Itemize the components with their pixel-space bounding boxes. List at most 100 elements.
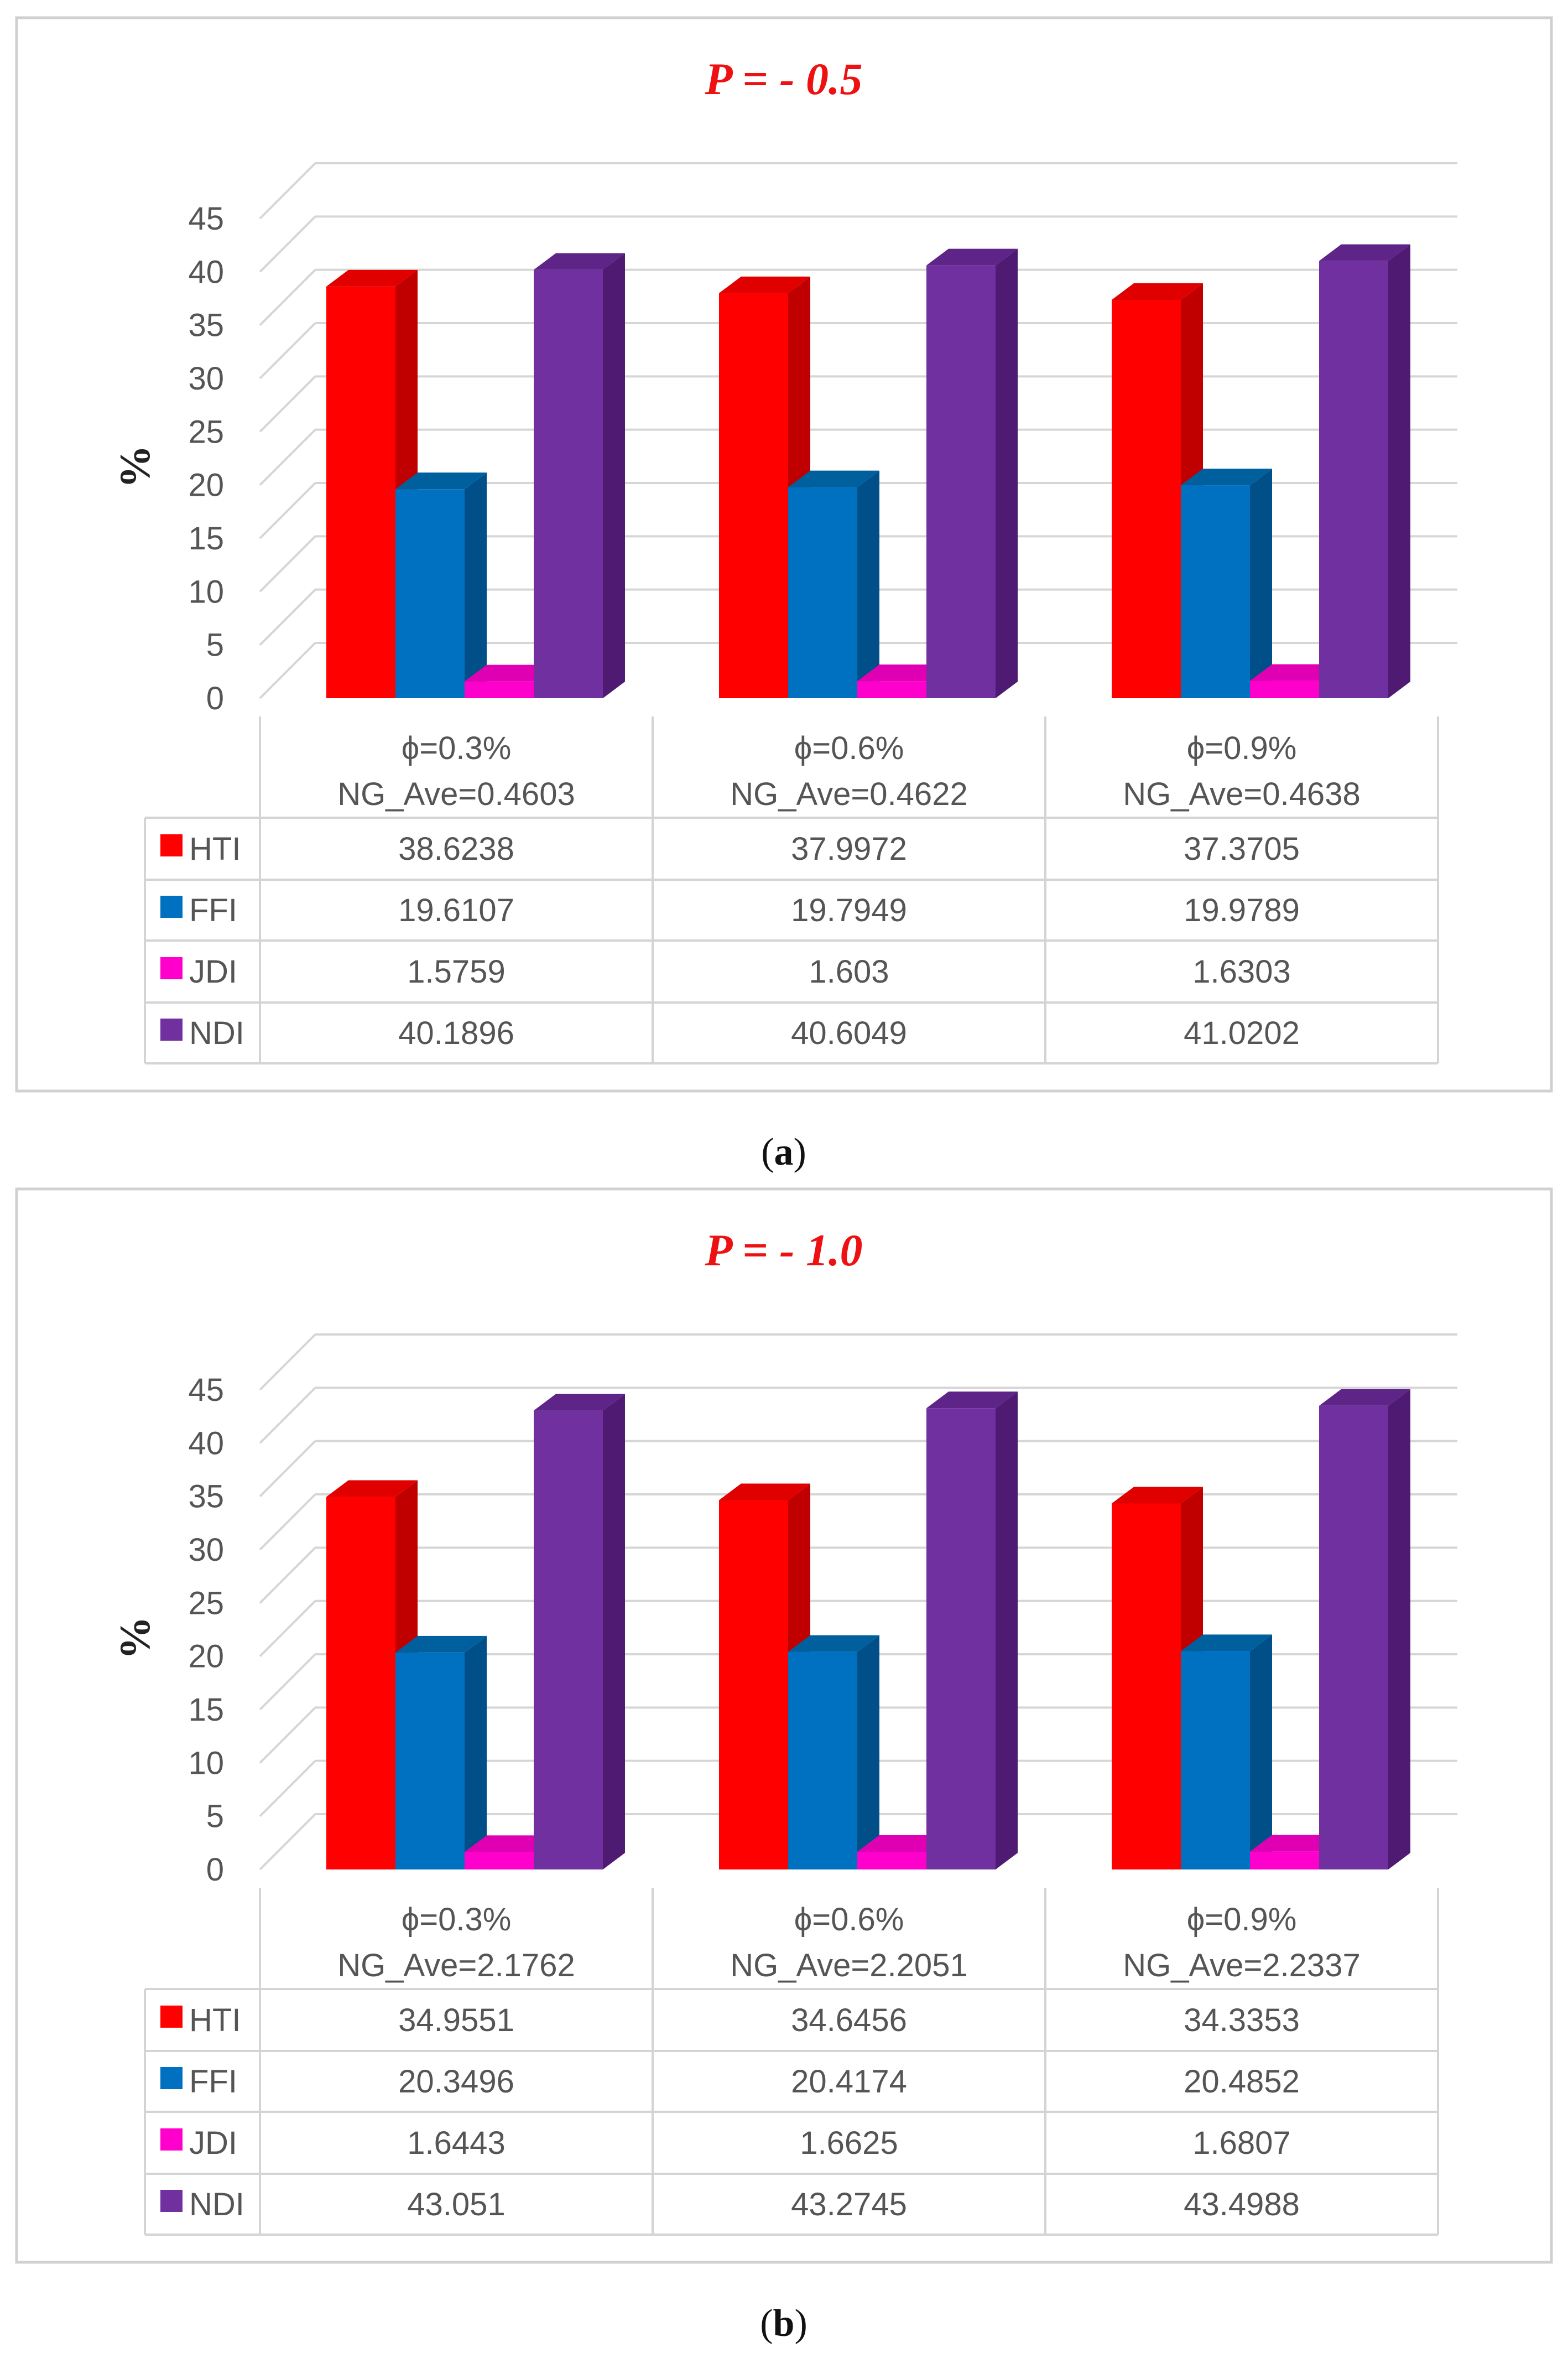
gridline-side <box>259 535 316 593</box>
y-tick-label: 20 <box>188 1639 224 1675</box>
y-tick-label: 10 <box>188 574 224 610</box>
y-tick-label: 0 <box>206 681 224 716</box>
legend-label-ndi: NDI <box>189 2186 244 2222</box>
category-label-phi: ϕ=0.3% <box>402 730 512 766</box>
table-cell-hti: 34.3353 <box>1184 2002 1300 2038</box>
caption-close: ) <box>794 1131 806 1173</box>
legend-key-hti <box>160 834 183 856</box>
bar-ndi-3-top <box>1319 244 1410 261</box>
legend-key-jdi <box>160 2128 183 2151</box>
bar-ndi-2-side <box>996 248 1018 698</box>
bar-hti-2-top <box>719 1483 810 1500</box>
bar-ffi-2-top <box>788 1635 879 1652</box>
bar-ndi-3-front <box>1319 1405 1388 1869</box>
table-cell-jdi: 1.6625 <box>800 2125 898 2161</box>
table-cell-ffi: 19.9789 <box>1184 892 1300 928</box>
bar-hti-1-front <box>326 286 395 698</box>
bar-ffi-3 <box>1181 1634 1272 1869</box>
bar-ffi-2 <box>788 1635 879 1869</box>
legend-label-ffi: FFI <box>189 2064 237 2100</box>
legend-key-ffi <box>160 896 183 918</box>
y-axis-label: % <box>111 445 159 489</box>
category-label-phi: ϕ=0.3% <box>402 1902 512 1938</box>
bar-ffi-2-front <box>788 1651 857 1869</box>
legend-key-hti <box>160 2006 183 2028</box>
gridline-side <box>259 1813 316 1871</box>
bar-ndi-1-front <box>534 269 603 698</box>
caption-open: ( <box>761 1131 774 1173</box>
table-cell-ffi: 19.7949 <box>791 892 907 928</box>
caption-open: ( <box>760 2302 773 2345</box>
legend-key-ndi <box>160 1019 183 1041</box>
table-cell-ndi: 40.1896 <box>398 1015 514 1051</box>
bar-ffi-1-front <box>395 489 465 698</box>
table-cell-jdi: 1.6807 <box>1192 2125 1290 2161</box>
bar-ffi-2-side <box>857 470 879 698</box>
legend-label-ndi: NDI <box>189 1015 244 1051</box>
table-cell-jdi: 1.6303 <box>1192 954 1290 990</box>
bar-ndi-2-top <box>926 1391 1018 1409</box>
bar-ffi-3-side <box>1250 469 1272 698</box>
y-tick-label: 40 <box>188 254 224 290</box>
y-tick-label: 30 <box>188 1532 224 1568</box>
legend-label-hti: HTI <box>189 831 241 867</box>
bar-ndi-3-front <box>1319 261 1388 698</box>
bar-jdi-3-front <box>1250 681 1319 698</box>
legend-label-hti: HTI <box>189 2002 241 2038</box>
bar-ffi-1-front <box>395 1652 465 1869</box>
table-cell-hti: 37.9972 <box>791 831 907 867</box>
bar-ffi-1-side <box>465 1635 487 1869</box>
category-label-ng: NG_Ave=0.4638 <box>1123 776 1360 812</box>
bar-hti-3-front <box>1112 1503 1181 1869</box>
y-tick-label: 0 <box>206 1852 224 1888</box>
table-cell-ffi: 20.4174 <box>791 2064 907 2100</box>
caption-letter: b <box>773 2302 795 2345</box>
bar-jdi-3-top <box>1250 664 1341 681</box>
bar-ffi-3-side <box>1250 1634 1272 1869</box>
bar-hti-3-top <box>1112 283 1203 300</box>
bar-hti-1-top <box>326 1480 418 1497</box>
y-tick-label: 45 <box>188 201 224 237</box>
gridline-side <box>259 162 316 220</box>
bar-ndi-3-side <box>1388 244 1410 698</box>
bar-jdi-3-top <box>1250 1835 1341 1852</box>
gridline-side <box>259 1386 316 1444</box>
table-cell-ndi: 43.2745 <box>791 2186 907 2222</box>
bar-jdi-1-top <box>465 1835 556 1852</box>
table-cell-hti: 34.9551 <box>398 2002 514 2038</box>
gridline-side <box>259 482 316 539</box>
legend-key-ffi <box>160 2067 183 2089</box>
bar-ndi-2 <box>926 248 1018 698</box>
bar-jdi-2-front <box>857 1851 926 1869</box>
bar-ndi-3-top <box>1319 1389 1410 1406</box>
bar-jdi-1-front <box>465 681 534 698</box>
bar-hti-2-top <box>719 276 810 293</box>
gridline-side <box>259 1546 316 1604</box>
y-tick-label: 5 <box>206 627 224 663</box>
y-tick-label: 40 <box>188 1425 224 1461</box>
y-tick-label: 10 <box>188 1745 224 1781</box>
bar-jdi-2-front <box>857 681 926 698</box>
bar-jdi-2-top <box>857 1835 949 1852</box>
bar-ffi-1-top <box>395 472 487 490</box>
bar-ffi-2-front <box>788 487 857 698</box>
bar-hti-2-front <box>719 293 788 698</box>
gridline-side <box>259 1493 316 1551</box>
gridline-side <box>259 215 316 273</box>
gridline-side <box>259 429 316 486</box>
category-label-ng: NG_Ave=2.2337 <box>1123 1947 1360 1983</box>
bar-ndi-2 <box>926 1391 1018 1869</box>
bar-jdi-3-front <box>1250 1851 1319 1869</box>
bar-ndi-2-top <box>926 248 1018 266</box>
bar-ffi-3-top <box>1181 1634 1272 1651</box>
bar-hti-1-top <box>326 269 418 287</box>
bar-ndi-1 <box>534 253 625 698</box>
panel-caption: (a) <box>761 1131 806 1173</box>
bar-ffi-3 <box>1181 469 1272 698</box>
bar-ndi-1-side <box>603 253 625 698</box>
bar-jdi-1-front <box>465 1852 534 1869</box>
table-cell-ndi: 43.051 <box>407 2186 505 2222</box>
bar-ffi-1 <box>395 1635 487 1869</box>
table-cell-hti: 38.6238 <box>398 831 514 867</box>
